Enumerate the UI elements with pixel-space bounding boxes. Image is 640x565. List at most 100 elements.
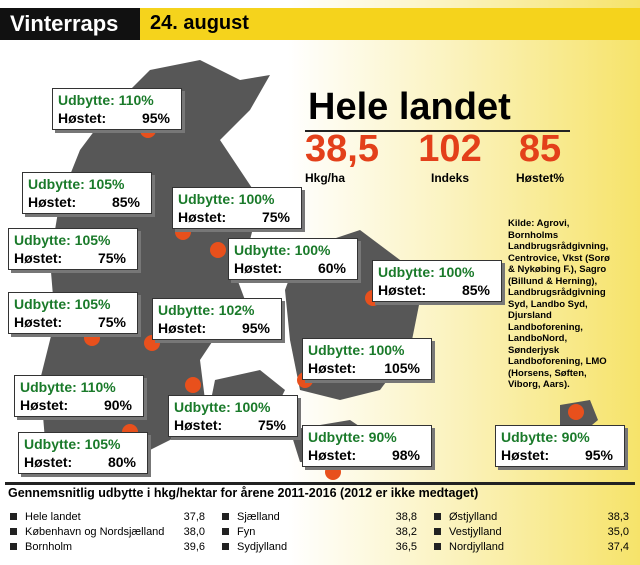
yield: Udbytte: 100% — [378, 264, 475, 280]
region-box: Udbytte: 110% Høstet: 95% — [52, 88, 182, 130]
footer-row: Nordjylland 37,4 — [434, 541, 629, 553]
harvested-label: Høstet: — [178, 209, 227, 225]
region-box: Udbytte: 105% Høstet: 75% — [8, 292, 138, 334]
location-dot — [210, 242, 226, 258]
stat: 102 Indeks — [400, 128, 500, 185]
region-box: Udbytte: 105% Høstet: 80% — [18, 432, 148, 474]
footer-row: Vestjylland 35,0 — [434, 526, 629, 538]
date: 24. august — [150, 12, 249, 34]
stat: 85 Høstet% — [490, 128, 590, 185]
harvested-value: 75% — [261, 209, 290, 225]
harvested-label: Høstet: — [501, 447, 550, 463]
footer-row: Østjylland 38,3 — [434, 511, 629, 523]
harvested-row: Høstet: 95% — [501, 446, 619, 464]
harvested-row: Høstet: 85% — [378, 281, 496, 299]
harvested-value: 75% — [97, 314, 126, 330]
region-value: 36,5 — [395, 541, 417, 553]
region-name: Bornholm — [10, 541, 72, 553]
region-box: Udbytte: 100% Høstet: 60% — [228, 238, 358, 280]
harvested-label: Høstet: — [28, 194, 77, 210]
region-box: Udbytte: 100% Høstet: 105% — [302, 338, 432, 380]
harvested-value: 75% — [97, 250, 126, 266]
yield: Udbytte: 105% — [14, 296, 111, 312]
harvested-label: Høstet: — [14, 314, 63, 330]
harvested-row: Høstet: 60% — [234, 259, 352, 277]
harvested-value: 85% — [111, 194, 140, 210]
footer-row: Hele landet 37,8 — [10, 511, 205, 523]
region-box: Udbytte: 110% Høstet: 90% — [14, 375, 144, 417]
harvested-row: Høstet: 98% — [308, 446, 426, 464]
footer-row: København og Nordsjælland 38,0 — [10, 526, 205, 538]
region-value: 37,8 — [183, 511, 205, 523]
harvested-label: Høstet: — [58, 110, 107, 126]
harvested-row: Høstet: 90% — [20, 396, 138, 414]
region-value: 39,6 — [183, 541, 205, 553]
divider — [305, 130, 570, 132]
region-box: Udbytte: 102% Høstet: 95% — [152, 298, 282, 340]
yield: Udbytte: 90% — [308, 429, 397, 445]
harvested-label: Høstet: — [174, 417, 223, 433]
region-name: Østjylland — [434, 511, 497, 523]
date-bar — [140, 8, 640, 40]
footer-title: Gennemsnitlig udbytte i hkg/hektar for å… — [8, 486, 479, 500]
harvested-row: Høstet: 75% — [14, 313, 132, 331]
harvested-label: Høstet: — [308, 447, 357, 463]
harvested-label: Høstet: — [14, 250, 63, 266]
region-value: 38,3 — [607, 511, 629, 523]
region-box: Udbytte: 100% Høstet: 75% — [172, 187, 302, 229]
region-name: Hele landet — [10, 511, 81, 523]
stat: 38,5 Hkg/ha — [305, 128, 405, 185]
region-name: Fyn — [222, 526, 255, 538]
title: Vinterraps — [10, 11, 119, 36]
summary-title: Hele landet — [308, 86, 511, 128]
footer-row: Fyn 38,2 — [222, 526, 417, 538]
region-value: 35,0 — [607, 526, 629, 538]
harvested-value: 75% — [257, 417, 286, 433]
region-value: 38,8 — [395, 511, 417, 523]
yield: Udbytte: 102% — [158, 302, 255, 318]
stat-label: Høstet% — [515, 171, 564, 185]
harvested-value: 85% — [461, 282, 490, 298]
region-value: 38,0 — [183, 526, 205, 538]
yield: Udbytte: 100% — [178, 191, 275, 207]
footer-rule — [5, 482, 635, 485]
stat-value: 102 — [418, 128, 482, 170]
yield: Udbytte: 100% — [174, 399, 271, 415]
region-name: Vestjylland — [434, 526, 502, 538]
harvested-row: Høstet: 85% — [28, 193, 146, 211]
yield: Udbytte: 90% — [501, 429, 590, 445]
region-name: Nordjylland — [434, 541, 504, 553]
region-name: Sjælland — [222, 511, 280, 523]
source: Kilde: Agrovi, Bornholms Landbrugsrådgiv… — [508, 218, 610, 390]
title-bar — [0, 8, 140, 40]
yield: Udbytte: 105% — [14, 232, 111, 248]
harvested-label: Høstet: — [20, 397, 69, 413]
region-box: Udbytte: 90% Høstet: 98% — [302, 425, 432, 467]
harvested-value: 95% — [584, 447, 613, 463]
region-box: Udbytte: 100% Høstet: 75% — [168, 395, 298, 437]
location-dot — [325, 464, 341, 480]
harvested-value: 105% — [384, 360, 420, 376]
stat-label: Indeks — [430, 171, 469, 185]
harvested-label: Høstet: — [378, 282, 427, 298]
harvested-value: 80% — [107, 454, 136, 470]
harvested-value: 95% — [141, 110, 170, 126]
harvested-label: Høstet: — [308, 360, 357, 376]
harvested-value: 60% — [317, 260, 346, 276]
harvested-label: Høstet: — [158, 320, 207, 336]
harvested-row: Høstet: 105% — [308, 359, 426, 377]
harvested-row: Høstet: 75% — [174, 416, 292, 434]
region-box: Udbytte: 105% Høstet: 75% — [8, 228, 138, 270]
stat-value: 85 — [518, 128, 562, 170]
harvested-value: 90% — [103, 397, 132, 413]
yield: Udbytte: 100% — [308, 342, 405, 358]
stat-value: 38,5 — [305, 128, 379, 170]
harvested-row: Høstet: 75% — [14, 249, 132, 267]
harvested-row: Høstet: 95% — [158, 319, 276, 337]
region-box: Udbytte: 100% Høstet: 85% — [372, 260, 502, 302]
harvested-value: 98% — [391, 447, 420, 463]
region-box: Udbytte: 90% Høstet: 95% — [495, 425, 625, 467]
footer-row: Sydjylland 36,5 — [222, 541, 417, 553]
harvested-label: Høstet: — [24, 454, 73, 470]
